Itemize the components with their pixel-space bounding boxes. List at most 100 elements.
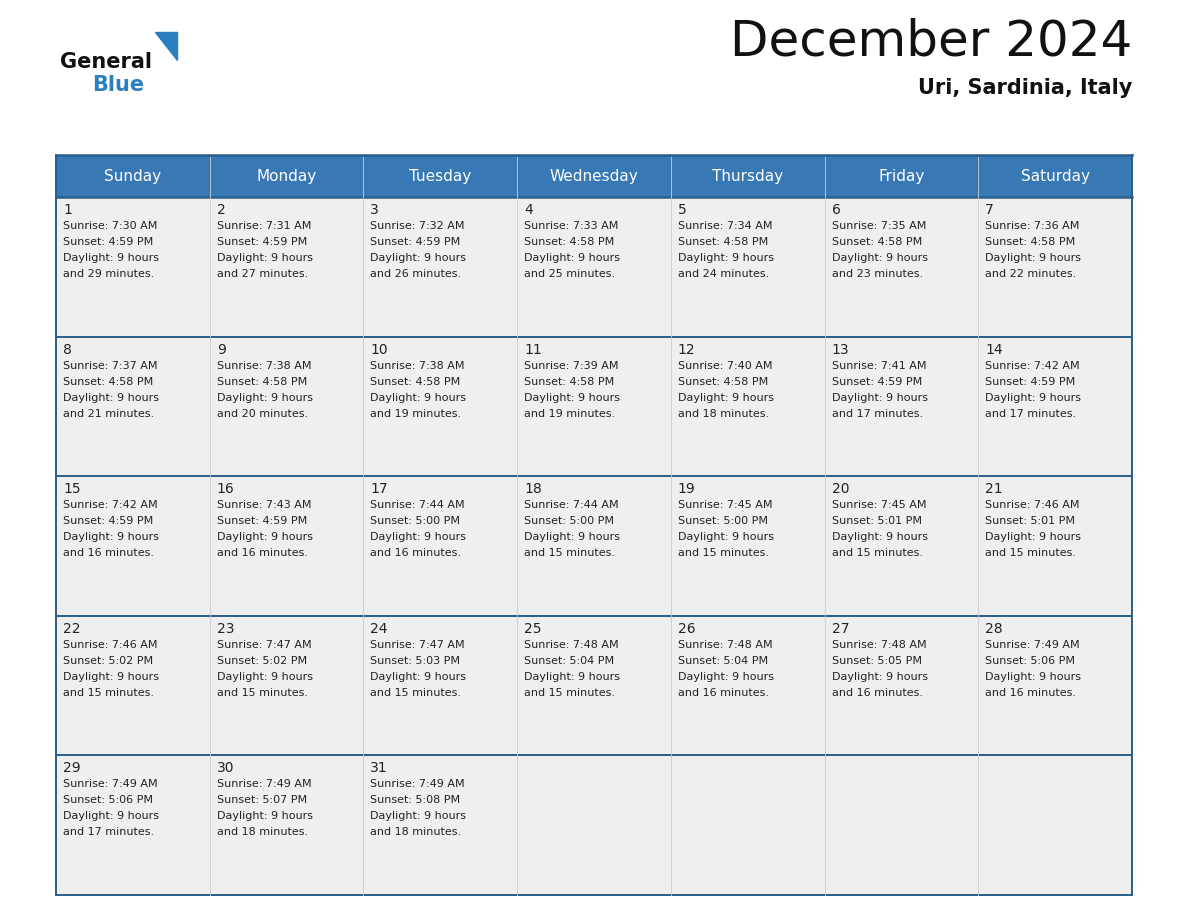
Bar	[210, 756, 364, 895]
Bar	[978, 756, 1132, 895]
Bar	[56, 337, 210, 476]
Bar	[978, 476, 1132, 616]
Text: Daylight: 9 hours: Daylight: 9 hours	[216, 812, 312, 822]
Text: Sunrise: 7:46 AM: Sunrise: 7:46 AM	[63, 640, 158, 650]
Bar	[210, 616, 364, 756]
Text: Daylight: 9 hours: Daylight: 9 hours	[371, 532, 467, 543]
Text: Sunset: 5:02 PM: Sunset: 5:02 PM	[216, 655, 307, 666]
Text: Sunset: 5:00 PM: Sunset: 5:00 PM	[678, 516, 767, 526]
Text: 12: 12	[678, 342, 695, 356]
Text: Sunrise: 7:44 AM: Sunrise: 7:44 AM	[371, 500, 465, 510]
Text: and 15 minutes.: and 15 minutes.	[63, 688, 154, 698]
Text: Wednesday: Wednesday	[550, 169, 638, 184]
Text: Daylight: 9 hours: Daylight: 9 hours	[985, 393, 1081, 403]
Text: Daylight: 9 hours: Daylight: 9 hours	[832, 672, 928, 682]
Bar	[56, 197, 210, 337]
Bar	[824, 616, 978, 756]
Text: 3: 3	[371, 203, 379, 217]
Text: Sunset: 5:01 PM: Sunset: 5:01 PM	[832, 516, 922, 526]
Text: Blue: Blue	[91, 75, 144, 95]
Text: Uri, Sardinia, Italy: Uri, Sardinia, Italy	[917, 78, 1132, 98]
Text: and 15 minutes.: and 15 minutes.	[216, 688, 308, 698]
Bar	[671, 197, 824, 337]
Text: Sunset: 5:04 PM: Sunset: 5:04 PM	[524, 655, 614, 666]
Bar	[824, 337, 978, 476]
Bar	[56, 155, 210, 197]
Text: Daylight: 9 hours: Daylight: 9 hours	[216, 253, 312, 263]
Bar	[517, 155, 671, 197]
Text: Sunset: 4:59 PM: Sunset: 4:59 PM	[216, 237, 307, 247]
Text: 25: 25	[524, 621, 542, 636]
Text: 22: 22	[63, 621, 81, 636]
Text: Sunset: 4:58 PM: Sunset: 4:58 PM	[678, 237, 769, 247]
Text: and 16 minutes.: and 16 minutes.	[985, 688, 1076, 698]
Text: Sunset: 5:07 PM: Sunset: 5:07 PM	[216, 795, 307, 805]
Text: and 19 minutes.: and 19 minutes.	[371, 409, 462, 419]
Text: and 18 minutes.: and 18 minutes.	[678, 409, 769, 419]
Bar	[364, 197, 517, 337]
Text: Daylight: 9 hours: Daylight: 9 hours	[524, 253, 620, 263]
Text: December 2024: December 2024	[729, 18, 1132, 66]
Text: Sunrise: 7:47 AM: Sunrise: 7:47 AM	[216, 640, 311, 650]
Text: Daylight: 9 hours: Daylight: 9 hours	[371, 672, 467, 682]
Text: Daylight: 9 hours: Daylight: 9 hours	[524, 672, 620, 682]
Text: Sunset: 4:58 PM: Sunset: 4:58 PM	[678, 376, 769, 386]
Text: Sunset: 5:00 PM: Sunset: 5:00 PM	[524, 516, 614, 526]
Text: 17: 17	[371, 482, 388, 497]
Text: Daylight: 9 hours: Daylight: 9 hours	[985, 253, 1081, 263]
Text: Sunrise: 7:49 AM: Sunrise: 7:49 AM	[371, 779, 465, 789]
Text: and 21 minutes.: and 21 minutes.	[63, 409, 154, 419]
Text: and 24 minutes.: and 24 minutes.	[678, 269, 769, 279]
Text: Sunset: 4:58 PM: Sunset: 4:58 PM	[524, 237, 614, 247]
Bar	[517, 197, 671, 337]
Bar	[671, 476, 824, 616]
Text: Sunrise: 7:42 AM: Sunrise: 7:42 AM	[63, 500, 158, 510]
Text: Daylight: 9 hours: Daylight: 9 hours	[63, 672, 159, 682]
Text: and 16 minutes.: and 16 minutes.	[832, 688, 923, 698]
Text: Sunset: 4:58 PM: Sunset: 4:58 PM	[371, 376, 461, 386]
Bar	[56, 756, 210, 895]
Text: Sunset: 4:59 PM: Sunset: 4:59 PM	[63, 516, 153, 526]
Text: 7: 7	[985, 203, 994, 217]
Text: Sunset: 4:59 PM: Sunset: 4:59 PM	[832, 376, 922, 386]
Bar	[517, 756, 671, 895]
Bar	[824, 155, 978, 197]
Text: 27: 27	[832, 621, 849, 636]
Text: 24: 24	[371, 621, 388, 636]
Bar	[364, 616, 517, 756]
Text: Sunrise: 7:47 AM: Sunrise: 7:47 AM	[371, 640, 465, 650]
Text: Sunset: 5:02 PM: Sunset: 5:02 PM	[63, 655, 153, 666]
Text: 9: 9	[216, 342, 226, 356]
Text: 29: 29	[63, 761, 81, 776]
Text: Sunset: 5:06 PM: Sunset: 5:06 PM	[63, 795, 153, 805]
Text: 15: 15	[63, 482, 81, 497]
Text: 19: 19	[678, 482, 696, 497]
Text: Sunset: 4:59 PM: Sunset: 4:59 PM	[63, 237, 153, 247]
Bar	[364, 337, 517, 476]
Text: Daylight: 9 hours: Daylight: 9 hours	[985, 532, 1081, 543]
Text: Sunset: 5:05 PM: Sunset: 5:05 PM	[832, 655, 922, 666]
Text: Sunrise: 7:38 AM: Sunrise: 7:38 AM	[216, 361, 311, 371]
Text: and 26 minutes.: and 26 minutes.	[371, 269, 462, 279]
Bar	[210, 337, 364, 476]
Text: and 17 minutes.: and 17 minutes.	[985, 409, 1076, 419]
Text: Daylight: 9 hours: Daylight: 9 hours	[63, 812, 159, 822]
Text: Sunrise: 7:32 AM: Sunrise: 7:32 AM	[371, 221, 465, 231]
Text: Sunrise: 7:48 AM: Sunrise: 7:48 AM	[832, 640, 927, 650]
Text: and 15 minutes.: and 15 minutes.	[524, 688, 615, 698]
Text: Sunset: 5:01 PM: Sunset: 5:01 PM	[985, 516, 1075, 526]
Text: and 16 minutes.: and 16 minutes.	[63, 548, 154, 558]
Text: and 15 minutes.: and 15 minutes.	[678, 548, 769, 558]
Bar	[364, 155, 517, 197]
Text: Sunrise: 7:36 AM: Sunrise: 7:36 AM	[985, 221, 1080, 231]
Bar	[210, 197, 364, 337]
Text: Sunset: 4:59 PM: Sunset: 4:59 PM	[371, 237, 461, 247]
Text: 16: 16	[216, 482, 234, 497]
Text: Tuesday: Tuesday	[409, 169, 472, 184]
Text: 26: 26	[678, 621, 695, 636]
Text: Sunset: 4:58 PM: Sunset: 4:58 PM	[832, 237, 922, 247]
Text: and 20 minutes.: and 20 minutes.	[216, 409, 308, 419]
Text: Sunday: Sunday	[105, 169, 162, 184]
Text: Daylight: 9 hours: Daylight: 9 hours	[371, 812, 467, 822]
Text: Sunrise: 7:43 AM: Sunrise: 7:43 AM	[216, 500, 311, 510]
